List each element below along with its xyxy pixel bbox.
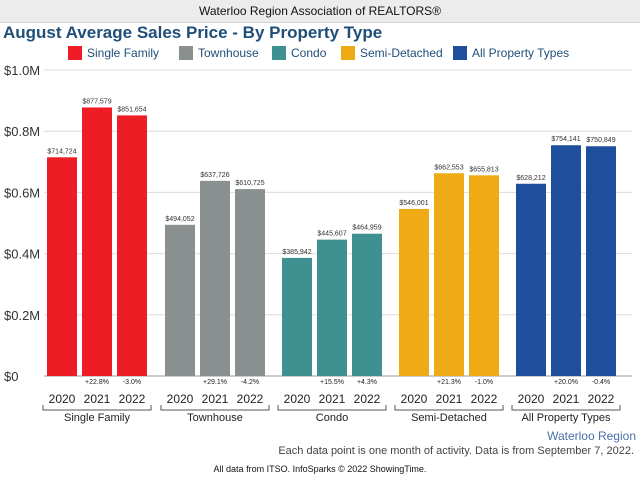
x-tick-label: 2022 <box>237 392 264 406</box>
x-tick-label: 2020 <box>284 392 311 406</box>
bar <box>399 208 429 376</box>
data-label: $877,579 <box>82 98 111 105</box>
chart-title: August Average Sales Price - By Property… <box>3 23 383 42</box>
bar <box>117 115 147 377</box>
y-tick-label: $0.8M <box>4 124 40 139</box>
pct-change-label: +20.0% <box>554 379 578 386</box>
data-label: $750,849 <box>586 137 615 144</box>
header-org: Waterloo Region Association of REALTORS® <box>0 0 640 23</box>
x-tick-label: 2020 <box>49 392 76 406</box>
x-tick-label: 2020 <box>401 392 428 406</box>
bar <box>165 224 195 376</box>
group-bracket <box>394 405 504 411</box>
bar <box>47 157 77 376</box>
bar <box>82 107 112 377</box>
bar <box>282 257 312 376</box>
footer-credit: All data from ITSO. InfoSparks © 2022 Sh… <box>213 464 427 474</box>
x-tick-label: 2021 <box>436 392 463 406</box>
x-tick-label: 2022 <box>119 392 146 406</box>
bar <box>317 239 347 376</box>
region-label[interactable]: Waterloo Region <box>547 429 636 443</box>
x-tick-label: 2021 <box>202 392 229 406</box>
x-tick-label: 2020 <box>518 392 545 406</box>
pct-change-label: +4.3% <box>357 379 377 386</box>
data-label: $628,212 <box>516 175 545 182</box>
group-bracket <box>277 405 387 411</box>
pct-change-label: -3.0% <box>123 379 141 386</box>
data-label: $445,607 <box>317 231 346 238</box>
legend-label: Townhouse <box>198 46 259 60</box>
group-bracket <box>160 405 270 411</box>
data-label: $546,001 <box>399 200 428 207</box>
data-label: $464,959 <box>352 225 381 232</box>
legend-label: All Property Types <box>472 46 570 60</box>
group-bracket <box>42 405 152 411</box>
data-label: $385,942 <box>282 249 311 256</box>
pct-change-label: +29.1% <box>203 379 227 386</box>
data-label: $637,726 <box>200 172 229 179</box>
pct-change-label: +22.8% <box>85 379 109 386</box>
legend-swatch <box>341 46 355 60</box>
data-label: $610,725 <box>235 180 264 187</box>
bar <box>516 183 546 376</box>
data-label: $851,654 <box>117 106 146 113</box>
x-tick-label: 2022 <box>354 392 381 406</box>
group-label: Townhouse <box>187 412 243 424</box>
data-note: Each data point is one month of activity… <box>278 445 634 457</box>
data-label: $655,813 <box>469 166 498 173</box>
group-bracket <box>511 405 621 411</box>
x-tick-label: 2021 <box>553 392 580 406</box>
data-label: $494,052 <box>165 216 194 223</box>
data-label: $754,141 <box>551 136 580 143</box>
legend-swatch <box>272 46 286 60</box>
legend-swatch <box>68 46 82 60</box>
pct-change-label: -1.0% <box>475 379 493 386</box>
y-tick-label: $0.4M <box>4 247 40 262</box>
y-tick-label: $0 <box>4 369 18 384</box>
bar <box>586 146 616 376</box>
x-tick-label: 2020 <box>167 392 194 406</box>
legend-label: Semi-Detached <box>360 46 443 60</box>
data-label: $662,553 <box>434 164 463 171</box>
group-label: Condo <box>316 412 348 424</box>
y-tick-label: $0.6M <box>4 185 40 200</box>
legend-swatch <box>453 46 467 60</box>
y-tick-label: $1.0M <box>4 63 40 78</box>
pct-change-label: +21.3% <box>437 379 461 386</box>
pct-change-label: -4.2% <box>241 379 259 386</box>
x-tick-label: 2021 <box>84 392 111 406</box>
group-label: Semi-Detached <box>411 412 487 424</box>
bar <box>469 175 499 376</box>
legend-label: Condo <box>291 46 327 60</box>
y-tick-label: $0.2M <box>4 308 40 323</box>
group-label: Single Family <box>64 412 131 424</box>
pct-change-label: +15.5% <box>320 379 344 386</box>
data-label: $714,724 <box>47 148 76 155</box>
pct-change-label: -0.4% <box>592 379 610 386</box>
bar <box>434 173 464 376</box>
bar <box>200 180 230 376</box>
group-label: All Property Types <box>521 412 611 424</box>
bar <box>352 233 382 376</box>
bar <box>235 189 265 376</box>
legend-swatch <box>179 46 193 60</box>
x-tick-label: 2022 <box>588 392 615 406</box>
x-tick-label: 2021 <box>319 392 346 406</box>
legend-label: Single Family <box>87 46 160 60</box>
x-tick-label: 2022 <box>471 392 498 406</box>
bar <box>551 145 581 376</box>
